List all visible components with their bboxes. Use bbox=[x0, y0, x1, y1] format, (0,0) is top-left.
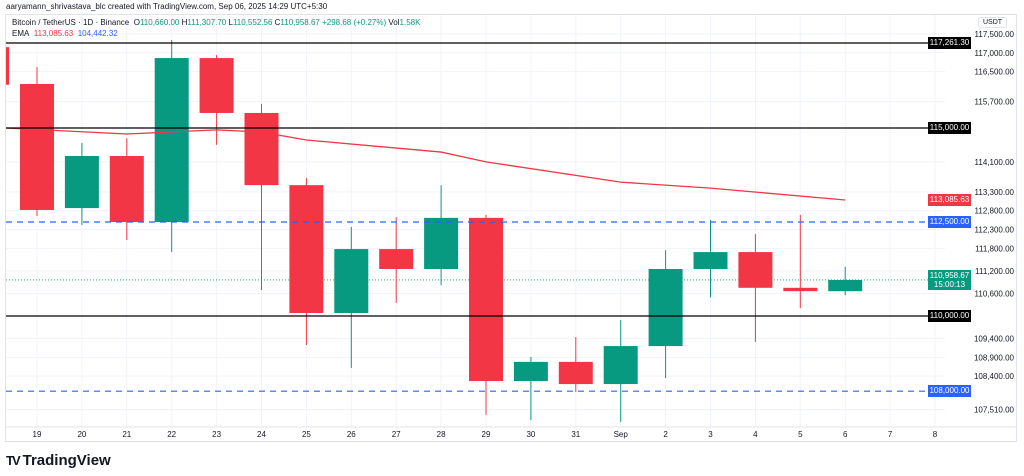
time-axis-label: 28 bbox=[437, 430, 446, 439]
candle-bullish[interactable] bbox=[513, 361, 548, 382]
high-value: 111,307.70 bbox=[187, 18, 227, 27]
time-axis-label: 3 bbox=[708, 430, 713, 439]
ema-row: EMA 113,085.63 104,442.32 bbox=[12, 28, 420, 39]
ema-label[interactable]: EMA bbox=[12, 29, 30, 38]
time-axis-label: 4 bbox=[753, 430, 758, 439]
time-axis-label: 29 bbox=[482, 430, 491, 439]
close-value: 110,958.67 bbox=[280, 18, 320, 27]
low-label: L bbox=[228, 18, 233, 27]
ema-line bbox=[6, 127, 846, 201]
candle-bullish[interactable] bbox=[693, 252, 728, 269]
chart-frame bbox=[5, 14, 1017, 442]
time-axis-label: 31 bbox=[571, 430, 580, 439]
time-axis-label: 5 bbox=[798, 430, 803, 439]
volume-value: 1.58K bbox=[399, 18, 421, 27]
price-axis-label: 108,900.00 bbox=[974, 353, 1015, 362]
time-axis-label: 6 bbox=[843, 430, 848, 439]
time-axis-label: 22 bbox=[167, 430, 176, 439]
price-axis-label: 111,800.00 bbox=[975, 244, 1014, 253]
candle-bearish[interactable] bbox=[20, 84, 54, 210]
high-label: H bbox=[181, 18, 188, 27]
chart-legend: Bitcoin / TetherUS · 1D · Binance O110,6… bbox=[12, 17, 420, 39]
price-axis-label: 115,700.00 bbox=[975, 98, 1015, 107]
candle-bullish[interactable] bbox=[828, 279, 863, 292]
time-axis-label: 23 bbox=[212, 430, 221, 439]
candle-bearish[interactable] bbox=[558, 361, 593, 385]
time-axis-label: 30 bbox=[526, 430, 535, 439]
level-badge-110000: 110,000.00 bbox=[928, 310, 971, 322]
chart-credit: aaryamann_shrivastava_blc created with T… bbox=[6, 2, 328, 11]
time-axis-label: 20 bbox=[77, 430, 86, 439]
candle-bearish[interactable] bbox=[109, 156, 144, 222]
open-label: O bbox=[133, 18, 140, 27]
open-value: 110,660.00 bbox=[139, 18, 180, 27]
time-axis-label: 25 bbox=[302, 430, 311, 439]
currency-label[interactable]: USDT bbox=[978, 17, 1008, 28]
candle-bearish[interactable] bbox=[379, 249, 414, 269]
candle-bullish[interactable] bbox=[424, 217, 459, 269]
current-price: 110,958.67 bbox=[929, 270, 970, 280]
change-value: +298.68 (+0.27%) bbox=[322, 18, 387, 27]
candle-bullish[interactable] bbox=[154, 58, 189, 223]
plot-area bbox=[0, 15, 945, 427]
ema-value-2: 104,442.32 bbox=[77, 29, 118, 38]
time-axis-label: 2 bbox=[663, 430, 668, 439]
price-axis-label: 107,510.00 bbox=[974, 406, 1015, 415]
time-axis-label: 7 bbox=[888, 430, 893, 439]
price-axis-label: 110,600.00 bbox=[975, 289, 1015, 298]
candle-bullish[interactable] bbox=[334, 249, 369, 313]
candle-bearish[interactable] bbox=[0, 47, 10, 85]
candle-bearish[interactable] bbox=[289, 185, 324, 313]
level-badge-108000: 108,000.00 bbox=[928, 385, 971, 398]
close-label: C bbox=[274, 18, 281, 27]
candle-bearish[interactable] bbox=[244, 112, 279, 186]
price-axis-label: 114,100.00 bbox=[975, 158, 1015, 167]
price-axis-label: 117,000.00 bbox=[975, 49, 1015, 58]
tradingview-logo-text: TradingView bbox=[22, 452, 111, 469]
time-axis-label: 27 bbox=[392, 430, 401, 439]
symbol-title[interactable]: Bitcoin / TetherUS · 1D · Binance bbox=[12, 18, 130, 27]
level-badge-115000: 115,000.00 bbox=[928, 122, 971, 134]
price-axis-label: 109,400.00 bbox=[974, 335, 1015, 344]
time-axis-label: Sep bbox=[614, 430, 629, 439]
candle-bullish[interactable] bbox=[64, 156, 99, 209]
level-badge-112500: 112,500.00 bbox=[928, 216, 971, 228]
volume-label: Vol bbox=[388, 18, 400, 27]
price-axis-label: 112,800.00 bbox=[975, 207, 1015, 216]
candle-bearish[interactable] bbox=[738, 252, 773, 288]
candle-bearish[interactable] bbox=[469, 217, 503, 382]
bar-countdown: 15:00:13 bbox=[933, 279, 966, 289]
price-axis-label: 117,500.00 bbox=[975, 30, 1015, 39]
tradingview-logo[interactable]: TV TradingView bbox=[6, 452, 111, 469]
candle-bearish[interactable] bbox=[783, 287, 818, 292]
time-axis-label: 19 bbox=[33, 430, 42, 439]
ema-price-badge: 113,085.63 bbox=[928, 193, 971, 206]
current-price-badge: 110,958.67 15:00:13 bbox=[928, 269, 971, 290]
candle-bullish[interactable] bbox=[603, 346, 638, 385]
price-axis-label: 116,500.00 bbox=[975, 68, 1015, 77]
time-axis-label: 26 bbox=[347, 430, 356, 439]
time-axis-label: 21 bbox=[122, 430, 131, 439]
price-axis-label: 111,200.00 bbox=[975, 267, 1014, 276]
level-badge-117261: 117,261.30 bbox=[928, 36, 971, 49]
price-axis-label: 108,400.00 bbox=[974, 372, 1015, 381]
tradingview-logo-icon: TV bbox=[6, 453, 21, 468]
price-axis-label: 112,300.00 bbox=[975, 226, 1015, 235]
low-value: 110,552.56 bbox=[232, 18, 273, 27]
candle-bearish[interactable] bbox=[199, 58, 234, 113]
price-axis-label: 113,300.00 bbox=[975, 188, 1015, 197]
ema-value-1: 113,085.63 bbox=[33, 29, 74, 38]
candle-bullish[interactable] bbox=[648, 269, 683, 347]
time-axis-label: 24 bbox=[257, 430, 266, 439]
time-axis-label: 8 bbox=[933, 430, 938, 439]
ohlc-row: Bitcoin / TetherUS · 1D · Binance O110,6… bbox=[12, 17, 420, 28]
